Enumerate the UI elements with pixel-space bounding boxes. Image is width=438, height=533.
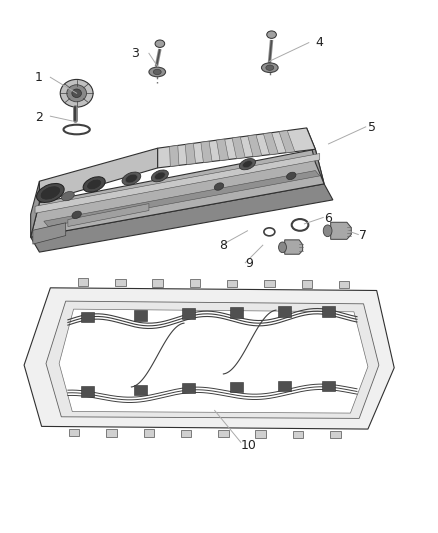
Polygon shape [31,184,333,252]
Ellipse shape [83,177,105,192]
Polygon shape [264,280,275,287]
Polygon shape [227,280,237,287]
Polygon shape [46,301,379,418]
Polygon shape [44,171,320,227]
Polygon shape [31,181,39,237]
Ellipse shape [214,183,224,190]
Polygon shape [322,306,335,317]
Polygon shape [339,280,350,288]
Text: 7: 7 [359,229,367,242]
Polygon shape [330,431,340,438]
Polygon shape [69,429,80,436]
Polygon shape [263,133,278,155]
Ellipse shape [279,242,286,253]
Polygon shape [115,279,126,286]
Polygon shape [230,382,243,392]
Polygon shape [201,141,212,163]
Ellipse shape [72,211,81,219]
Polygon shape [307,128,324,184]
Ellipse shape [155,40,165,47]
Ellipse shape [267,31,276,38]
Ellipse shape [243,160,252,168]
Text: 10: 10 [241,439,257,451]
Polygon shape [170,146,179,166]
Polygon shape [134,310,147,321]
Ellipse shape [152,170,168,182]
Ellipse shape [122,172,141,185]
Polygon shape [81,386,94,397]
Polygon shape [152,279,163,287]
Polygon shape [144,430,154,437]
Polygon shape [134,385,147,395]
Polygon shape [81,312,94,322]
Polygon shape [33,223,66,244]
Text: 3: 3 [131,47,139,60]
Ellipse shape [149,67,166,77]
Polygon shape [181,430,191,437]
Polygon shape [185,143,195,165]
Ellipse shape [40,186,60,200]
Ellipse shape [72,89,81,98]
Text: 2: 2 [35,111,43,124]
Polygon shape [78,278,88,286]
Ellipse shape [36,183,64,203]
Polygon shape [39,148,158,203]
Polygon shape [106,429,117,437]
Text: 8: 8 [219,239,227,252]
Polygon shape [232,137,245,159]
Ellipse shape [60,79,93,107]
Ellipse shape [240,158,255,170]
Text: 6: 6 [324,212,332,225]
Ellipse shape [61,191,74,201]
Ellipse shape [323,225,332,237]
Polygon shape [182,308,195,319]
Polygon shape [31,149,324,237]
Polygon shape [278,306,291,317]
Polygon shape [216,139,229,160]
Polygon shape [182,383,195,393]
Polygon shape [322,381,335,391]
Text: 5: 5 [368,122,376,134]
Polygon shape [35,154,320,213]
Polygon shape [218,430,229,438]
Text: 4: 4 [315,36,323,49]
Text: 1: 1 [35,71,43,84]
Polygon shape [285,240,303,254]
Ellipse shape [153,69,161,75]
Text: 9: 9 [245,257,253,270]
Ellipse shape [125,174,138,183]
Polygon shape [24,288,394,429]
Ellipse shape [266,65,274,70]
Polygon shape [158,128,315,168]
Polygon shape [293,431,303,438]
Polygon shape [278,381,291,391]
Polygon shape [331,222,351,239]
Polygon shape [190,279,200,287]
Ellipse shape [155,172,165,180]
Polygon shape [301,280,312,288]
Polygon shape [279,131,295,152]
Ellipse shape [261,63,278,72]
Polygon shape [248,135,262,157]
Polygon shape [230,307,243,318]
Polygon shape [59,309,368,413]
Ellipse shape [87,179,102,190]
Polygon shape [68,204,149,227]
Ellipse shape [67,85,86,102]
Polygon shape [255,430,266,438]
Ellipse shape [286,172,296,180]
